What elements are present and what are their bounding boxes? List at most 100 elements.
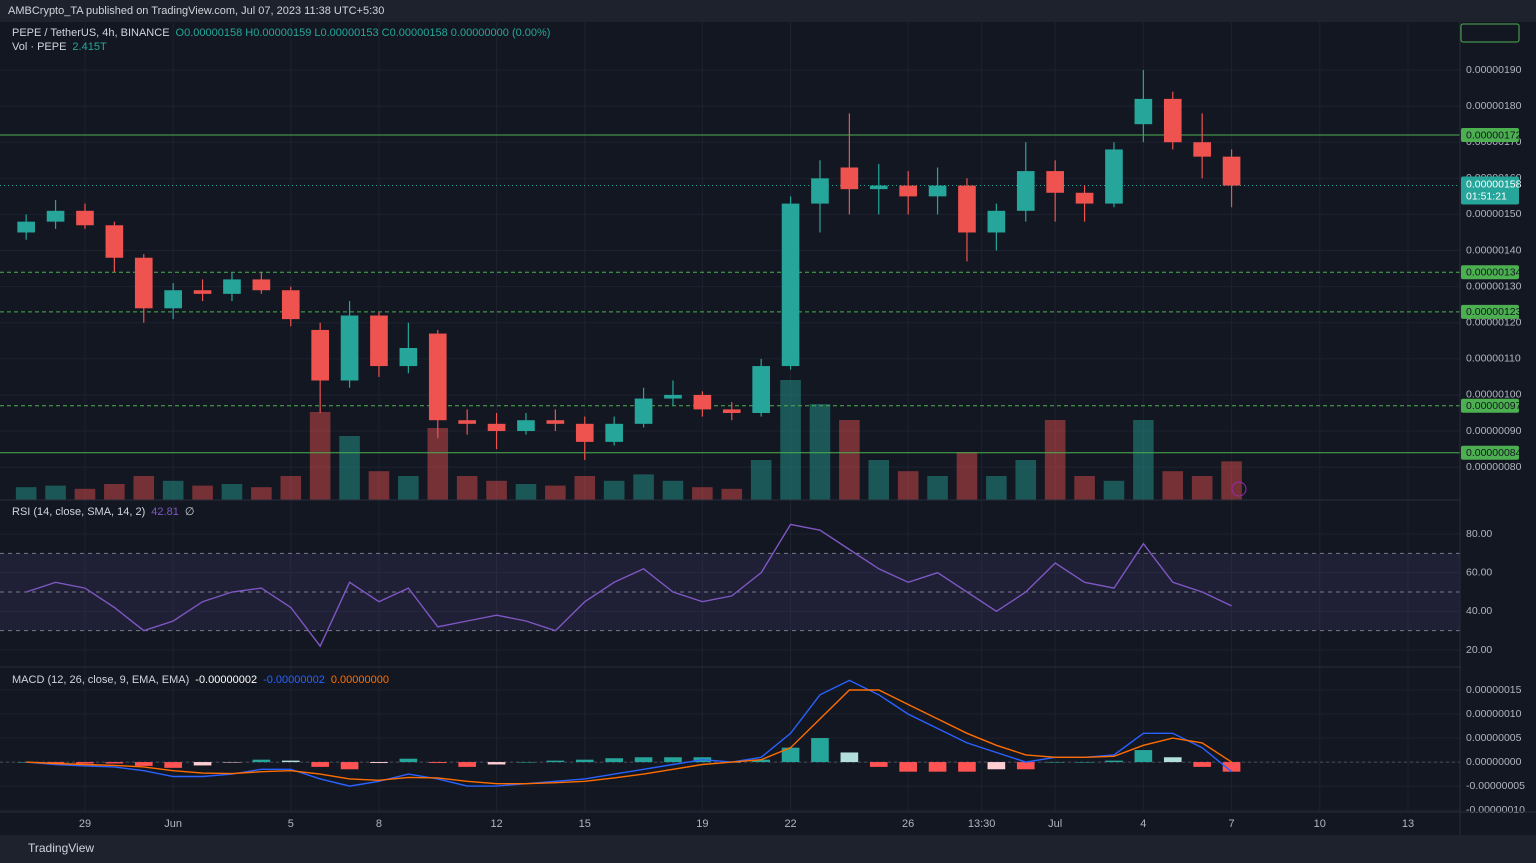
candle-body <box>1223 157 1241 186</box>
y-tick-label: 0.00000005 <box>1466 732 1522 744</box>
last-price-label: 0.00000158 <box>1466 178 1522 190</box>
histogram-bar <box>635 757 653 762</box>
macd-line-value: -0.00000002 <box>263 674 325 686</box>
volume-bar <box>1104 481 1125 500</box>
histogram-bar <box>899 762 917 772</box>
candle-body <box>458 420 476 424</box>
x-tick-label: 7 <box>1229 818 1235 830</box>
y-tick-label: 60.00 <box>1466 566 1492 578</box>
background-layer: 0.000000800.000000900.000001000.00000110… <box>0 22 1525 816</box>
candle-body <box>488 424 506 431</box>
volume-legend: Vol · PEPE2.415T <box>12 41 107 53</box>
candle-body <box>47 211 65 222</box>
volume-bar <box>1192 476 1213 500</box>
histogram-bar <box>664 757 682 762</box>
x-tick-label: 13:30 <box>968 818 996 830</box>
candle-body <box>1046 171 1064 193</box>
histogram-bar <box>1105 761 1123 762</box>
y-tick-label: 40.00 <box>1466 605 1492 617</box>
histogram-bar <box>194 762 212 765</box>
volume-bar <box>663 481 684 500</box>
footer-brand: TradingView <box>28 841 94 855</box>
y-tick-label: 0.00000140 <box>1466 244 1522 256</box>
volume-bar <box>133 476 154 500</box>
candle-body <box>547 420 565 424</box>
candle-body <box>106 225 124 257</box>
histogram-bar <box>929 762 947 772</box>
candle-body <box>635 399 653 424</box>
candle-body <box>841 167 859 189</box>
rsi-title: RSI (14, close, SMA, 14, 2) <box>12 506 145 518</box>
volume-bar <box>545 486 566 500</box>
footer-bar <box>0 835 1536 863</box>
candle-body <box>1135 99 1153 124</box>
y-tick-label: 0.00000000 <box>1466 756 1522 768</box>
candle-body <box>576 424 594 442</box>
candle-body <box>1076 193 1094 204</box>
volume-bar <box>339 436 360 500</box>
histogram-bar <box>253 760 271 762</box>
volume-bar <box>957 452 978 500</box>
histogram-bar <box>517 762 535 763</box>
histogram-bar <box>164 762 182 768</box>
volume-bar <box>280 476 301 500</box>
series-line <box>26 680 1231 786</box>
volume-bar <box>45 486 66 500</box>
series-line <box>26 690 1231 784</box>
volume-bar <box>1133 420 1154 500</box>
histogram-bar <box>76 762 94 763</box>
volume-bar <box>457 476 478 500</box>
volume-bar <box>839 420 860 500</box>
volume-bar <box>633 474 654 500</box>
histogram-bar <box>223 762 241 763</box>
volume-bar <box>486 481 507 500</box>
macd-legend: MACD (12, 26, close, 9, EMA, EMA)-0.0000… <box>12 674 389 686</box>
histogram-bar <box>370 762 388 763</box>
y-tick-label: 0.00000015 <box>1466 684 1522 696</box>
histogram-bar <box>841 752 859 762</box>
candle-body <box>1193 142 1211 156</box>
volume-bar <box>310 412 331 500</box>
y-tick-label: 20.00 <box>1466 644 1492 656</box>
volume-bar <box>222 484 243 500</box>
volume-bar <box>1074 476 1095 500</box>
candle-body <box>517 420 535 431</box>
candle-body <box>752 366 770 413</box>
volume-bar <box>574 476 595 500</box>
candle-body <box>282 290 300 319</box>
rsi-extra: ∅ <box>185 506 195 518</box>
y-tick-label: -0.00000010 <box>1466 804 1525 816</box>
candle-body <box>694 395 712 409</box>
histogram-bar <box>576 760 594 762</box>
histogram-bar <box>311 762 329 767</box>
candle-body <box>811 178 829 203</box>
level-label: 0.00000123 <box>1466 306 1522 318</box>
y-tick-label: 0.00000150 <box>1466 208 1522 220</box>
histogram-bar <box>958 762 976 772</box>
volume-bar <box>516 484 537 500</box>
y-tick-label: 0.00000130 <box>1466 280 1522 292</box>
symbol-title: PEPE / TetherUS, 4h, BINANCE <box>12 27 170 39</box>
y-tick-label: -0.00000005 <box>1466 780 1525 792</box>
x-tick-label: 4 <box>1140 818 1146 830</box>
candle-body <box>664 395 682 399</box>
candle-body <box>1017 171 1035 211</box>
volume-bar <box>251 487 272 500</box>
volume-bar <box>986 476 1007 500</box>
level-label: 0.00000084 <box>1466 447 1522 459</box>
header-text: AMBCrypto_TA published on TradingView.co… <box>8 5 384 17</box>
histogram-bar <box>547 761 565 762</box>
candle-body <box>370 316 388 367</box>
histogram-bar <box>458 762 476 767</box>
volume-bar <box>898 471 919 500</box>
volume-bar <box>692 487 713 500</box>
volume-bar <box>75 489 96 500</box>
volume-bar <box>104 484 125 500</box>
x-tick-label: 13 <box>1402 818 1414 830</box>
x-tick-label: Jul <box>1048 818 1062 830</box>
histogram-bar <box>1017 762 1035 769</box>
candle-body <box>194 290 212 294</box>
volume-bar <box>192 486 213 500</box>
x-tick-label: 19 <box>696 818 708 830</box>
